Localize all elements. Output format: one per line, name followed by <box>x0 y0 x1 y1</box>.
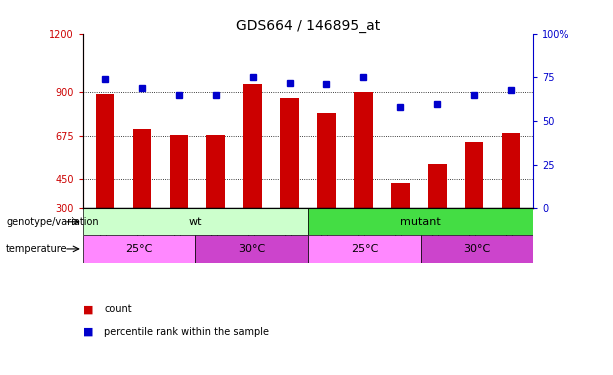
Bar <box>280 98 299 208</box>
Bar <box>318 113 336 208</box>
Bar <box>308 208 533 236</box>
Text: 25°C: 25°C <box>351 244 378 254</box>
Bar <box>308 236 421 262</box>
Text: count: count <box>104 304 132 314</box>
Text: percentile rank within the sample: percentile rank within the sample <box>104 327 269 337</box>
Text: 25°C: 25°C <box>126 244 153 254</box>
Text: 30°C: 30°C <box>238 244 265 254</box>
Bar <box>196 236 308 262</box>
Text: wt: wt <box>189 217 202 227</box>
Bar <box>354 92 373 208</box>
Text: genotype/variation: genotype/variation <box>6 217 99 227</box>
Bar <box>96 94 114 208</box>
Text: ■: ■ <box>83 304 93 314</box>
Text: 30°C: 30°C <box>463 244 490 254</box>
Bar <box>465 142 484 208</box>
Bar <box>502 133 520 208</box>
Bar <box>83 236 196 262</box>
Bar <box>243 84 262 208</box>
Text: temperature: temperature <box>6 244 67 254</box>
Bar <box>391 183 409 208</box>
Bar <box>170 135 188 208</box>
Bar <box>132 129 151 208</box>
Title: GDS664 / 146895_at: GDS664 / 146895_at <box>236 19 380 33</box>
Text: ■: ■ <box>83 327 93 337</box>
Bar <box>207 135 225 208</box>
Bar <box>83 208 308 236</box>
Bar <box>421 236 533 262</box>
Text: mutant: mutant <box>400 217 441 227</box>
Bar <box>428 164 446 208</box>
